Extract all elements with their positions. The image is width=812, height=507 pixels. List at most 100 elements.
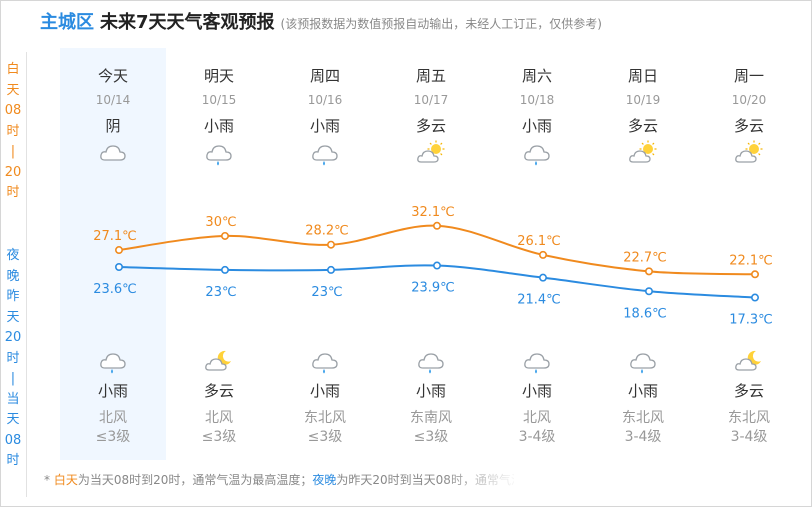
day-date: 10/20 xyxy=(731,93,767,107)
wind-direction: 东北风 xyxy=(728,410,770,426)
day-weather: 多云 xyxy=(627,117,658,135)
side-label-char: | xyxy=(10,371,16,386)
day-date: 10/14 xyxy=(95,93,131,107)
day-name: 今天 xyxy=(97,67,128,85)
partly-cloudy-night-icon xyxy=(734,348,764,374)
day-weather: 小雨 xyxy=(309,117,340,135)
low-temp-label: 23℃ xyxy=(311,285,342,300)
partly-cloudy-icon xyxy=(416,140,446,166)
low-temp-point xyxy=(326,265,335,274)
light-rain-icon xyxy=(310,140,340,166)
disclaimer-note: (该预报数据为数值预报自动输出，未经人工订正，仅供参考) xyxy=(280,17,602,31)
night-weather: 小雨 xyxy=(97,382,128,400)
footer-day-term: 白天 xyxy=(53,473,78,487)
light-rain-icon xyxy=(98,348,128,374)
day-name: 周五 xyxy=(415,67,446,85)
day-period-label: 白天 08 时 | 20 时 xyxy=(0,60,26,204)
low-temp-label: 21.4℃ xyxy=(517,293,561,308)
wind-direction: 北风 xyxy=(205,410,233,426)
city-name[interactable]: 主城区 xyxy=(40,12,94,33)
forecast-header: 主城区 未来7天天气客观预报 (该预报数据为数值预报自动输出，未经人工订正，仅供参考… xyxy=(40,8,602,34)
side-label-char: 20 xyxy=(4,164,22,180)
time-period-sidebar: 白天 08 时 | 20 时 夜晚昨天 20 时 | 当天 08 时 xyxy=(0,52,27,497)
side-label-char: 昨 xyxy=(6,289,20,304)
night-weather: 多云 xyxy=(203,382,234,400)
high-temp-point xyxy=(221,231,230,240)
day-date: 10/19 xyxy=(625,93,661,107)
day-name: 周六 xyxy=(521,67,552,85)
side-label-char: 晚 xyxy=(6,268,20,284)
side-label-char: 天 xyxy=(6,82,20,98)
day-weather: 阴 xyxy=(105,117,121,135)
low-temp-point xyxy=(115,262,124,271)
partly-cloudy-night-icon xyxy=(204,348,234,374)
side-label-char: 当 xyxy=(6,391,20,407)
wind-level: ≤3级 xyxy=(413,429,449,445)
side-label-char: 时 xyxy=(6,123,20,139)
light-rain-icon xyxy=(628,348,658,374)
low-temp-point xyxy=(538,273,547,282)
page-title: 未来7天天气客观预报 xyxy=(100,12,275,33)
wind-direction: 东北风 xyxy=(304,410,346,426)
side-label-char: 时 xyxy=(6,185,20,200)
side-label-char: 08 xyxy=(4,103,22,118)
wind-level: 3-4级 xyxy=(624,429,662,445)
side-label-char: 08 xyxy=(4,432,22,448)
wind-level: 3-4级 xyxy=(518,429,556,445)
low-temp-point xyxy=(221,265,230,274)
wind-level: ≤3级 xyxy=(201,429,237,445)
partly-cloudy-icon xyxy=(628,140,658,166)
footer-night-term: 夜晚 xyxy=(312,473,337,487)
side-label-char: 天 xyxy=(6,412,20,427)
day-date: 10/17 xyxy=(413,93,449,107)
wind-direction: 东南风 xyxy=(410,410,452,426)
side-label-char: 白 xyxy=(6,62,20,77)
day-name: 周四 xyxy=(309,67,340,85)
wind-level: ≤3级 xyxy=(307,429,343,445)
day-name: 明天 xyxy=(203,67,234,85)
light-rain-icon xyxy=(310,348,340,374)
day-name: 周一 xyxy=(733,67,764,85)
day-weather: 小雨 xyxy=(521,117,552,135)
light-rain-icon xyxy=(522,140,552,166)
high-temp-label: 22.7℃ xyxy=(623,250,667,265)
day-weather: 小雨 xyxy=(203,117,234,135)
night-period-label: 夜晚昨天 20 时 | 当天 08 时 xyxy=(0,246,26,472)
wind-level: 3-4级 xyxy=(730,429,768,445)
low-temp-point xyxy=(750,293,759,302)
side-label-char: 时 xyxy=(6,453,20,468)
low-temp-point xyxy=(644,287,653,296)
side-label-char: 天 xyxy=(6,309,20,325)
day-name: 周日 xyxy=(627,67,658,85)
today-highlight xyxy=(60,48,166,460)
footer-star: * xyxy=(44,473,54,487)
high-temp-label: 27.1℃ xyxy=(93,229,137,244)
high-temp-point xyxy=(432,221,441,230)
high-temp-point xyxy=(644,267,653,276)
day-date: 10/15 xyxy=(201,93,237,107)
high-temp-point xyxy=(326,240,335,249)
partly-cloudy-icon xyxy=(734,140,764,166)
night-weather: 小雨 xyxy=(415,382,446,400)
light-rain-icon xyxy=(522,348,552,374)
high-temp-label: 26.1℃ xyxy=(517,234,561,249)
day-date: 10/18 xyxy=(519,93,555,107)
light-rain-icon xyxy=(416,348,446,374)
wind-level: ≤3级 xyxy=(95,429,131,445)
wind-direction: 北风 xyxy=(99,410,127,426)
cloudy-icon xyxy=(98,140,128,166)
night-weather: 多云 xyxy=(733,382,764,400)
high-temp-label: 28.2℃ xyxy=(305,224,349,239)
low-temp-label: 18.6℃ xyxy=(623,306,667,321)
low-temp-label: 23.6℃ xyxy=(93,282,137,297)
wind-direction: 东北风 xyxy=(622,410,664,426)
side-label-char: 夜 xyxy=(6,248,20,263)
high-temp-point xyxy=(115,246,124,255)
low-temp-label: 23.9℃ xyxy=(411,281,455,296)
footer-day-desc: 为当天08时到20时，通常气温为最高温度； xyxy=(77,473,313,487)
light-rain-icon xyxy=(204,140,234,166)
day-date: 10/16 xyxy=(307,93,343,107)
side-label-char: 20 xyxy=(4,330,22,345)
low-temp-point xyxy=(432,261,441,270)
